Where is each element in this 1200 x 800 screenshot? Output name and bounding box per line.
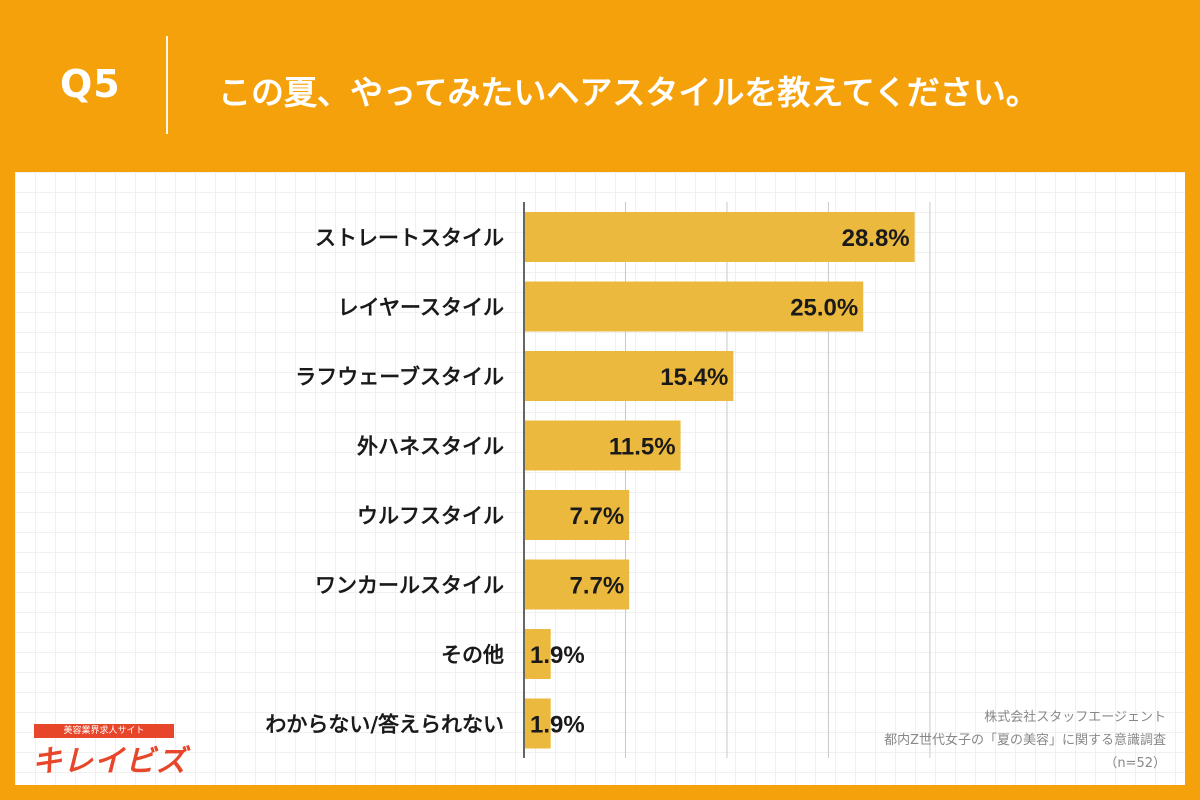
category-label: ウルフスタイル <box>357 504 504 528</box>
bar <box>525 212 915 262</box>
category-label: レイヤースタイル <box>338 296 504 320</box>
value-label: 11.5% <box>609 434 676 461</box>
category-label: 外ハネスタイル <box>357 435 504 459</box>
category-label: ストレートスタイル <box>315 226 504 250</box>
value-label: 1.9% <box>530 712 585 739</box>
bar <box>525 420 681 471</box>
chart-panel <box>15 172 1185 785</box>
value-label: 25.0% <box>790 295 858 322</box>
source-sample-size: （n=52） <box>1104 756 1166 771</box>
bar <box>525 490 630 540</box>
bar <box>525 698 551 749</box>
header: Q5 この夏、やってみたいヘアスタイルを教えてください。 <box>0 0 1200 170</box>
source-note: 株式会社スタッフエージェント 都内Z世代女子の「夏の美容」に関する意識調査 （n… <box>884 706 1166 775</box>
logo-tagline: 美容業界求人サイト <box>34 724 174 738</box>
value-label: 1.9% <box>530 642 585 669</box>
source-company: 株式会社スタッフエージェント <box>984 710 1166 725</box>
category-label: その他 <box>441 643 504 667</box>
value-label: 7.7% <box>569 503 624 530</box>
bar <box>525 559 630 610</box>
category-label: わからない/答えられない <box>265 713 504 737</box>
question-number: Q5 <box>60 62 121 106</box>
bar <box>525 351 734 401</box>
question-title: この夏、やってみたいヘアスタイルを教えてください。 <box>218 73 1039 112</box>
header-divider <box>166 36 168 134</box>
logo-name: キレイビズ <box>32 744 187 779</box>
value-label: 7.7% <box>569 573 624 600</box>
category-label: ラフウェーブスタイル <box>295 365 504 389</box>
value-label: 28.8% <box>842 225 910 252</box>
value-label: 15.4% <box>660 364 728 391</box>
bar <box>525 281 864 332</box>
source-survey: 都内Z世代女子の「夏の美容」に関する意識調査 <box>884 733 1166 748</box>
category-label: ワンカールスタイル <box>315 574 504 598</box>
kireibiz-logo: 美容業界求人サイト キレイビズ <box>30 724 220 779</box>
bar <box>525 629 551 679</box>
